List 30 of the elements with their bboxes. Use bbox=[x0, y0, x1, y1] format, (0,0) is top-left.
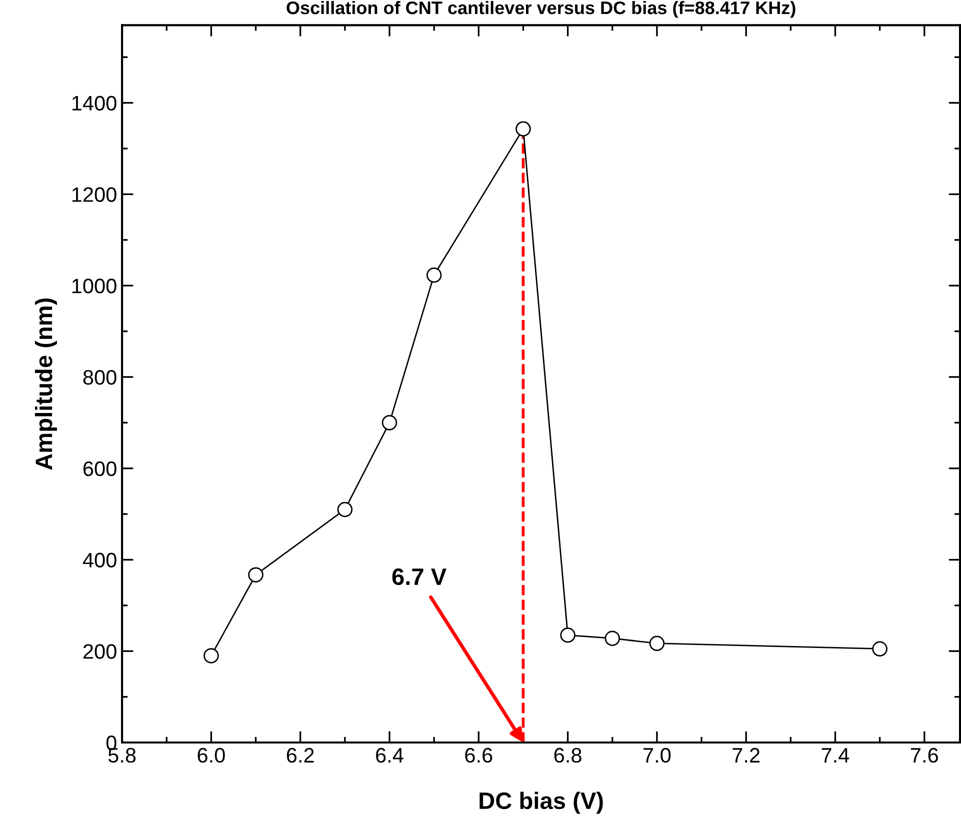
point bbox=[560, 628, 576, 643]
y-tick-label: 1200 bbox=[72, 187, 116, 202]
point bbox=[516, 121, 531, 137]
point bbox=[872, 641, 888, 656]
x-axis-title: DC bias (V) bbox=[480, 792, 603, 814]
x-tick-label: 6.2 bbox=[286, 748, 314, 763]
point bbox=[382, 415, 398, 430]
point bbox=[248, 567, 264, 582]
point bbox=[337, 502, 353, 518]
y-tick-label: 800 bbox=[83, 370, 116, 385]
x-tick-label: 7.0 bbox=[644, 748, 671, 763]
x-tick-label: 7.2 bbox=[732, 748, 760, 762]
x-tick-label: 6.6 bbox=[465, 748, 492, 763]
x-tick-label: 7.4 bbox=[822, 748, 850, 762]
point bbox=[204, 648, 219, 664]
annotation: 6.7 V bbox=[392, 568, 446, 586]
x-tick-label: 6.0 bbox=[198, 748, 225, 763]
point bbox=[649, 636, 665, 652]
point bbox=[426, 267, 442, 283]
x-tick-label: 7.6 bbox=[910, 748, 938, 763]
point bbox=[604, 630, 620, 646]
chart-title: Oscillation of CNT cantilever versus DC bias (f=88.417 KHz) bbox=[286, 0, 796, 18]
y-axis-title: Amplitude (nm) bbox=[34, 298, 57, 470]
x-tick-label: 6.4 bbox=[376, 748, 404, 763]
y-tick-label: 400 bbox=[82, 552, 116, 568]
y-tick-label: 1400 bbox=[72, 96, 116, 111]
y-tick-label: 600 bbox=[83, 461, 116, 476]
y-tick-label: 1000 bbox=[72, 278, 116, 294]
x-tick-label: 6.8 bbox=[554, 748, 582, 763]
y-tick-label: 200 bbox=[83, 644, 116, 659]
